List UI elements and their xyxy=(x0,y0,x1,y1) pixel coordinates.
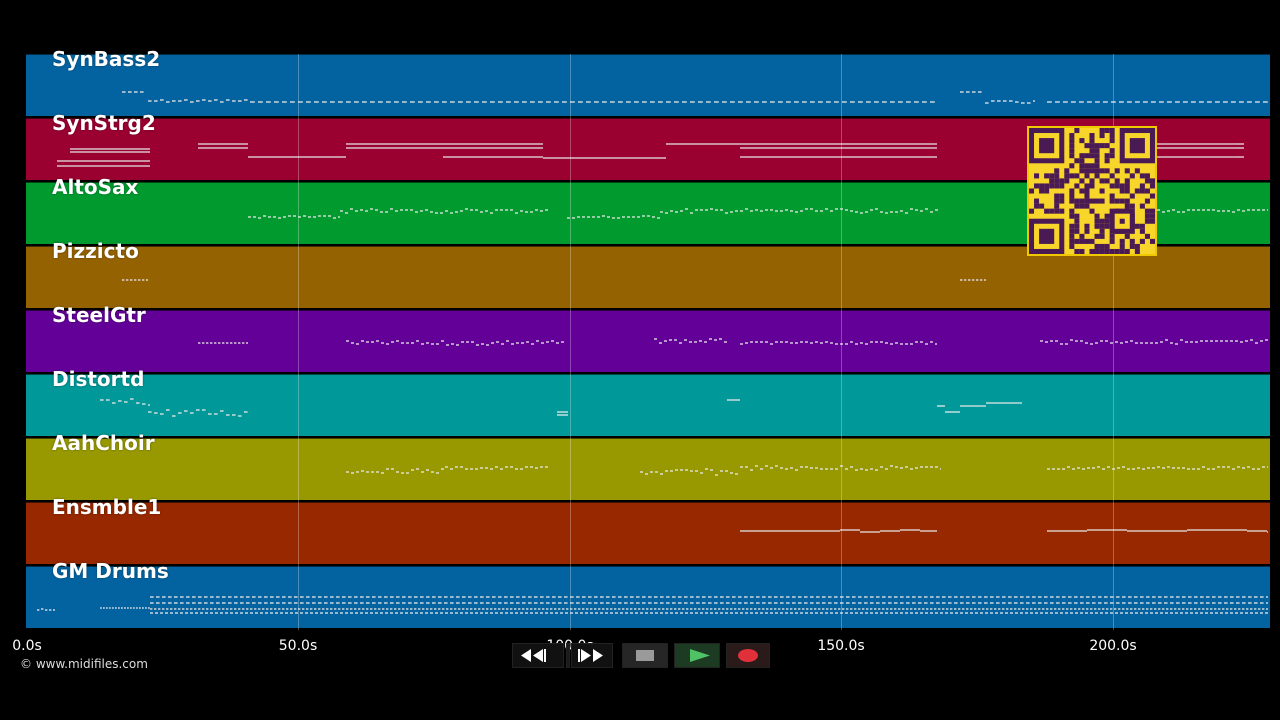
track-label: SynStrg2 xyxy=(52,111,156,135)
track-lane-aahchoir[interactable]: AahChoir xyxy=(26,431,1270,500)
rewind-button[interactable] xyxy=(512,643,564,668)
track-label: Pizzicto xyxy=(52,239,139,263)
fast-forward-button[interactable] xyxy=(571,643,613,668)
gridline xyxy=(298,54,299,630)
track-lane-gm-drums[interactable]: GM Drums xyxy=(26,559,1270,628)
time-tick-label: 0.0s xyxy=(12,638,42,654)
track-label: GM Drums xyxy=(52,559,169,583)
track-label: SynBass2 xyxy=(52,47,161,71)
time-tick-label: 150.0s xyxy=(817,638,865,654)
gridline xyxy=(570,54,571,630)
gridline xyxy=(841,54,842,630)
track-label: Distortd xyxy=(52,367,145,391)
track-lane-steelgtr[interactable]: SteelGtr xyxy=(26,303,1270,372)
time-tick-label: 200.0s xyxy=(1089,638,1137,654)
track-lane-synbass2[interactable]: SynBass2 xyxy=(26,47,1270,116)
track-label: AahChoir xyxy=(52,431,155,455)
track-label: AltoSax xyxy=(52,175,139,199)
stop-button[interactable] xyxy=(622,643,668,668)
qr-code xyxy=(1027,126,1157,256)
stop-icon xyxy=(636,650,654,661)
rewind-icon xyxy=(521,649,546,662)
play-button[interactable] xyxy=(674,643,720,668)
copyright-text: © www.midifiles.com xyxy=(20,657,148,671)
qr-code-icon xyxy=(1029,128,1155,254)
transport-divider xyxy=(566,643,570,668)
track-lane-distortd[interactable]: Distortd xyxy=(26,367,1270,436)
track-lane-ensmble1[interactable]: Ensmble1 xyxy=(26,495,1270,564)
play-icon xyxy=(690,649,710,662)
gridline xyxy=(1113,54,1114,630)
track-label: SteelGtr xyxy=(52,303,146,327)
track-label: Ensmble1 xyxy=(52,495,162,519)
record-button[interactable] xyxy=(726,643,770,668)
track-lane-pizzicto[interactable]: Pizzicto xyxy=(26,239,1270,308)
fast-forward-icon xyxy=(578,649,603,662)
time-tick-label: 50.0s xyxy=(278,638,318,654)
record-icon xyxy=(738,649,758,662)
